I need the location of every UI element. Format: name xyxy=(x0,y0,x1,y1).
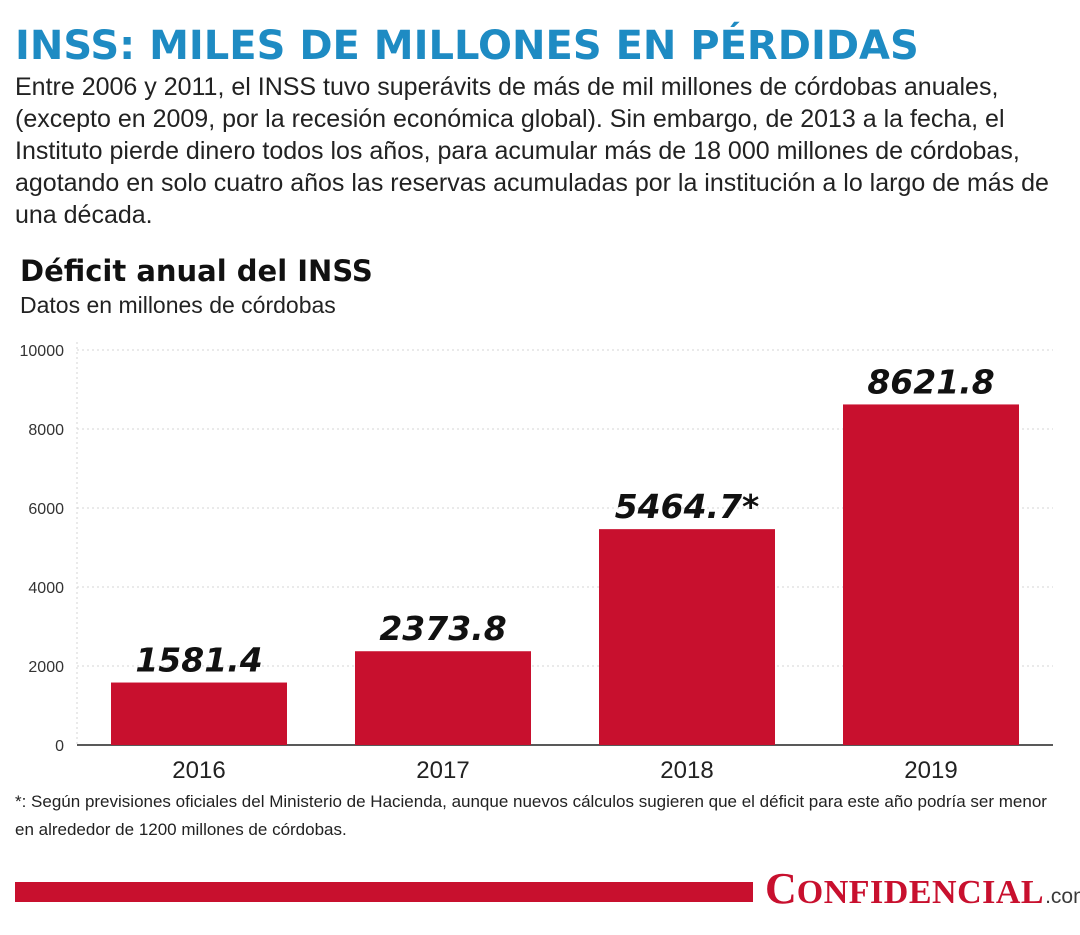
bar-2019 xyxy=(843,404,1019,745)
footnote: *: Según previsiones oficiales del Minis… xyxy=(15,792,1047,839)
chart-subtitle: Datos en millones de córdobas xyxy=(20,292,336,318)
x-tick-label-2016: 2016 xyxy=(172,757,225,784)
bar-2016 xyxy=(111,682,287,745)
data-label-2016: 1581.4 xyxy=(135,641,262,680)
brand-logo-wordmark: ONFIDENCIAL xyxy=(796,874,1045,911)
chart-title: Déficit anual del INSS xyxy=(20,254,373,288)
y-tick-label: 10000 xyxy=(20,343,65,360)
bar-2018 xyxy=(599,529,775,745)
y-tick-label: 2000 xyxy=(28,659,64,676)
y-tick-label: 8000 xyxy=(28,422,64,439)
brand-logo-initial: C xyxy=(765,864,797,913)
y-tick-label: 0 xyxy=(55,738,64,755)
y-tick-label: 4000 xyxy=(28,580,64,597)
chart-labels: 1581.4 2016 2373.8 2017 5464.7* 2018 8621.8 201… xyxy=(135,362,994,784)
bar-2017 xyxy=(355,651,531,745)
intro-paragraph: Entre 2006 y 2011, el INSS tuvo superávi… xyxy=(15,73,1049,229)
x-tick-label-2017: 2017 xyxy=(416,757,469,784)
data-label-2018: 5464.7* xyxy=(615,487,760,526)
data-label-2019: 8621.8 xyxy=(867,362,994,401)
data-label-2017: 2373.8 xyxy=(379,609,506,648)
brand-bar xyxy=(15,882,753,902)
bar-chart: 0 2000 4000 6000 8000 10000 1581.4 2016 2373.8 2… xyxy=(20,342,1053,784)
x-tick-label-2018: 2018 xyxy=(660,757,713,784)
chart-bars xyxy=(111,404,1019,745)
brand-logo-domain: .com.ni xyxy=(1045,885,1080,908)
page-title: INSS: MILES DE MILLONES EN PÉRDIDAS xyxy=(15,23,919,69)
y-tick-label: 6000 xyxy=(28,501,64,518)
x-tick-label-2019: 2019 xyxy=(904,757,957,784)
brand-logo: CONFIDENCIAL.com.ni xyxy=(765,867,1080,920)
